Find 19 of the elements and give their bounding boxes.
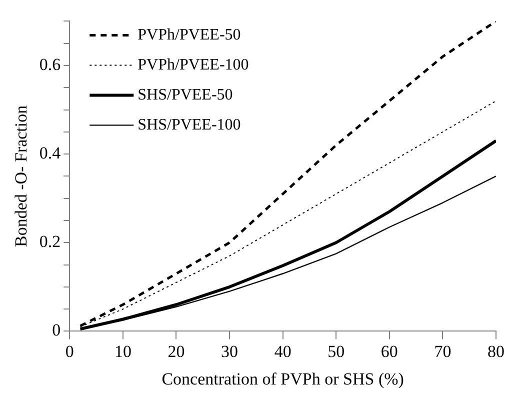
x-tick-label: 10 [114, 342, 132, 361]
x-tick-label: 50 [328, 342, 345, 361]
y-axis-title: Bonded -O- Fraction [12, 104, 31, 248]
x-tick-label: 70 [434, 342, 452, 361]
x-tick-label: 20 [168, 342, 185, 361]
legend-label: PVPh/PVEE-50 [138, 26, 241, 44]
y-tick-label: 0 [52, 320, 61, 340]
legend-label: PVPh/PVEE-100 [138, 56, 249, 74]
x-tick-label: 60 [380, 342, 398, 361]
legend-label: SHS/PVEE-100 [138, 116, 241, 134]
x-tick-label: 40 [274, 342, 292, 361]
y-tick-label: 0.2 [39, 232, 61, 252]
x-tick-label: 30 [221, 342, 238, 361]
x-tick-label: 0 [65, 342, 74, 361]
y-tick-label: 0.6 [39, 54, 61, 74]
legend-label: SHS/PVEE-50 [138, 86, 233, 104]
y-tick-label: 0.4 [39, 144, 62, 163]
x-axis-title: Concentration of PVPh or SHS (%) [162, 369, 404, 388]
x-tick-label: 80 [488, 342, 504, 361]
